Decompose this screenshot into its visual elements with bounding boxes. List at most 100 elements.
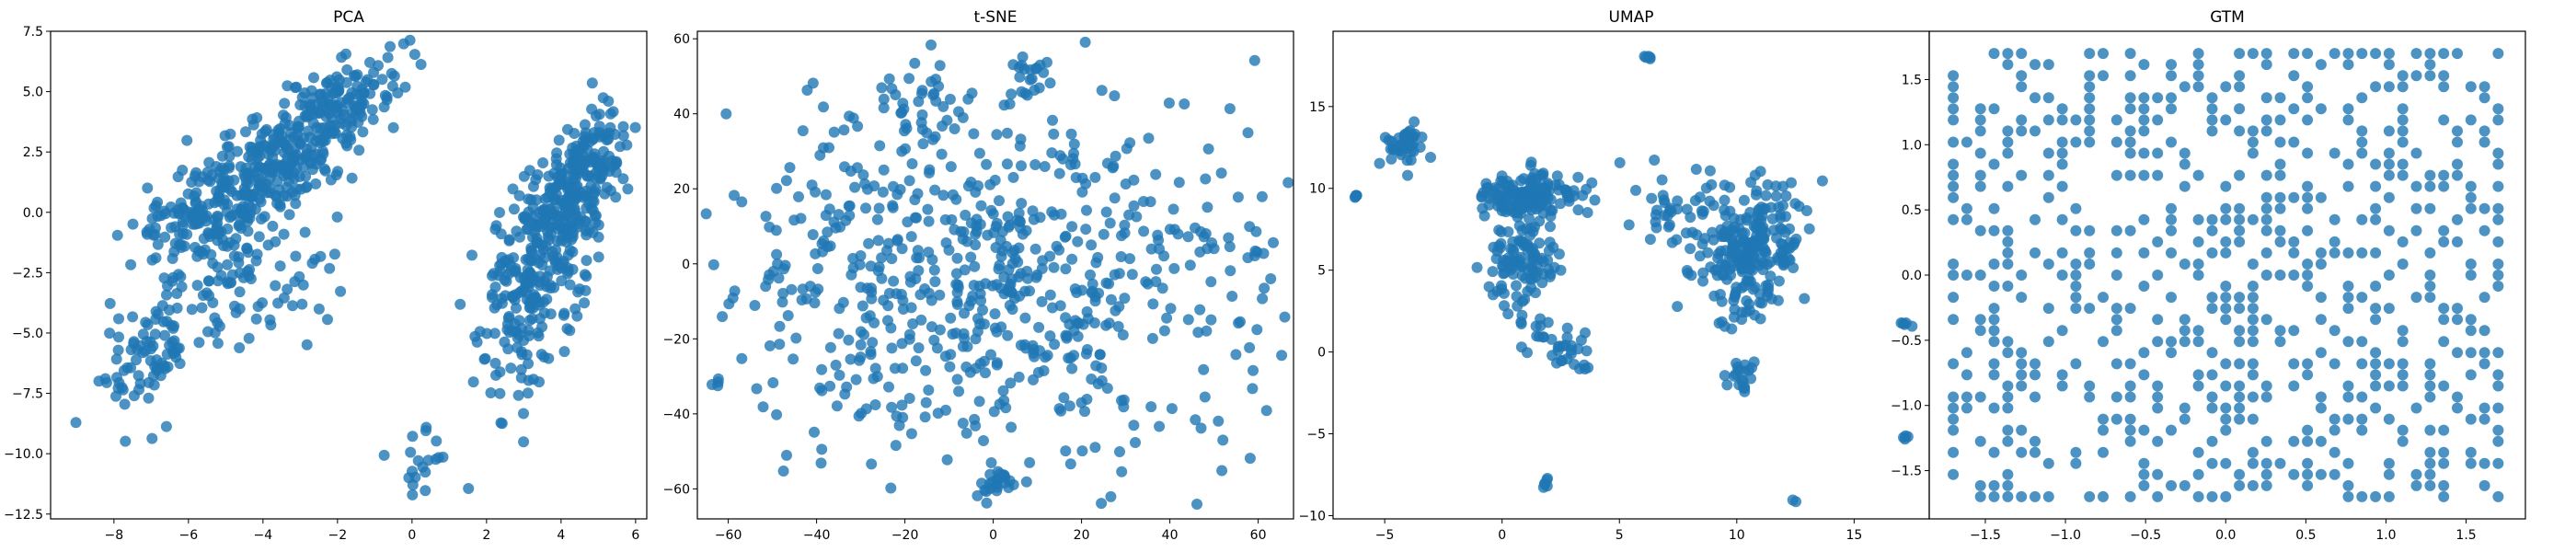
tsne-point-456: [1166, 403, 1178, 415]
gtm-point-183: [2124, 380, 2136, 392]
tsne-point-554: [1036, 295, 1048, 307]
pca-point-1093: [571, 310, 583, 322]
gtm-point-385: [2302, 479, 2314, 491]
tsne-point-145: [929, 276, 941, 288]
gtm-point-266: [2206, 490, 2218, 502]
gtm-point-488: [2383, 81, 2395, 93]
gtm-point-357: [2260, 59, 2272, 71]
pca-point-51: [127, 311, 139, 323]
tsne-point-570: [897, 411, 909, 423]
pca-point-650: [212, 338, 224, 350]
gtm-point-223: [2152, 114, 2164, 126]
gtm-point-83: [2016, 446, 2028, 458]
umap-point-608: [1662, 210, 1673, 222]
gtm-point-166: [2110, 413, 2122, 425]
tsne-point-314: [1257, 293, 1269, 305]
gtm-point-436: [2342, 281, 2354, 292]
gtm-point-591: [2478, 125, 2490, 137]
gtm-point-408: [2315, 347, 2327, 359]
umap-point-598: [1644, 234, 1656, 246]
gtm-point-431: [2342, 391, 2354, 403]
umap-point-128: [1525, 204, 1537, 216]
gtm-point-299: [2220, 81, 2232, 93]
pca-point-490: [312, 105, 324, 117]
pca-point-1046: [489, 357, 501, 369]
gtm-point-114: [2042, 169, 2054, 181]
umap-point-131: [1478, 210, 1490, 222]
umap-point-391: [1697, 267, 1709, 279]
umap-point-299: [1513, 220, 1525, 232]
gtm-point-69: [2002, 347, 2014, 359]
gtm-point-512: [2410, 224, 2422, 236]
gtm-point-539: [2438, 457, 2450, 469]
gtm-xtick-label: −1.5: [1970, 528, 2001, 543]
gtm-point-505: [2397, 103, 2409, 115]
gtm-point-518: [2424, 479, 2436, 491]
gtm-point-141: [2070, 136, 2082, 148]
gtm-point-374: [2288, 380, 2300, 392]
tsne-point-636: [974, 218, 986, 230]
tsne-point-638: [1190, 222, 1201, 234]
gtm-point-93: [2016, 114, 2028, 126]
gtm-point-463: [2370, 347, 2382, 359]
gtm-point-510: [2410, 402, 2422, 414]
umap-point-569: [1744, 254, 1755, 266]
gtm-point-80: [2002, 59, 2014, 71]
umap-point-289: [1519, 239, 1531, 251]
tsne-point-377: [1199, 391, 1211, 403]
tsne-point-433: [1000, 402, 1012, 414]
tsne-point-518: [1100, 277, 1112, 289]
tsne-point-271: [1029, 159, 1041, 170]
tsne-point-309: [1225, 265, 1236, 277]
tsne-point-695: [903, 73, 915, 85]
gtm-point-600: [2492, 369, 2504, 381]
gtm-point-193: [2124, 70, 2136, 82]
gtm-point-594: [2492, 490, 2504, 502]
gtm-point-72: [2002, 259, 2014, 270]
pca-point-1139: [561, 323, 573, 335]
tsne-ytick-label: 60: [673, 32, 690, 47]
tsne-point-692: [937, 121, 949, 132]
tsne-point-482: [1085, 269, 1096, 281]
tsne-point-419: [972, 326, 983, 338]
tsne-point-580: [920, 397, 932, 408]
pca-point-1135: [489, 328, 500, 339]
umap-point-211: [1496, 201, 1508, 213]
tsne-point-590: [1092, 251, 1104, 263]
tsne-point-564: [1013, 271, 1025, 282]
tsne-point-335: [1090, 360, 1102, 372]
gtm-point-482: [2383, 224, 2395, 236]
umap-point-101: [1581, 207, 1593, 218]
tsne-point-616: [1161, 312, 1173, 324]
gtm-point-240: [2179, 413, 2191, 425]
pca-point-920: [574, 155, 586, 167]
tsne-point-658: [907, 318, 919, 329]
pca-point-378: [305, 157, 316, 169]
tsne-point-339: [1029, 243, 1041, 255]
gtm-point-232: [2166, 213, 2177, 225]
umap-point-111: [1551, 170, 1563, 182]
umap-point-148: [1525, 156, 1537, 168]
tsne-point-411: [1046, 147, 1058, 159]
tsne-point-206: [1224, 241, 1236, 253]
umap-point-21: [1374, 157, 1386, 169]
pca-point-616: [238, 212, 250, 224]
gtm-point-532: [2424, 180, 2436, 192]
gtm-point-596: [2492, 435, 2504, 447]
pca-point-512: [360, 76, 372, 88]
gtm-point-204: [2138, 169, 2150, 181]
pca-point-507: [326, 100, 337, 112]
pca-point-963: [490, 220, 502, 232]
gtm-point-55: [1988, 259, 2000, 270]
pca-point-1131: [494, 387, 506, 399]
gtm-point-507: [2397, 70, 2409, 82]
gtm-point-303: [2234, 402, 2246, 414]
tsne-point-248: [944, 93, 956, 105]
gtm-point-610: [2492, 147, 2504, 159]
umap-point-182: [1486, 190, 1498, 201]
tsne-point-318: [1076, 186, 1088, 198]
gtm-point-42: [1974, 114, 1986, 126]
pca-point-511: [324, 75, 336, 86]
pca-point-1075: [471, 336, 483, 348]
gtm-point-245: [2179, 259, 2191, 270]
